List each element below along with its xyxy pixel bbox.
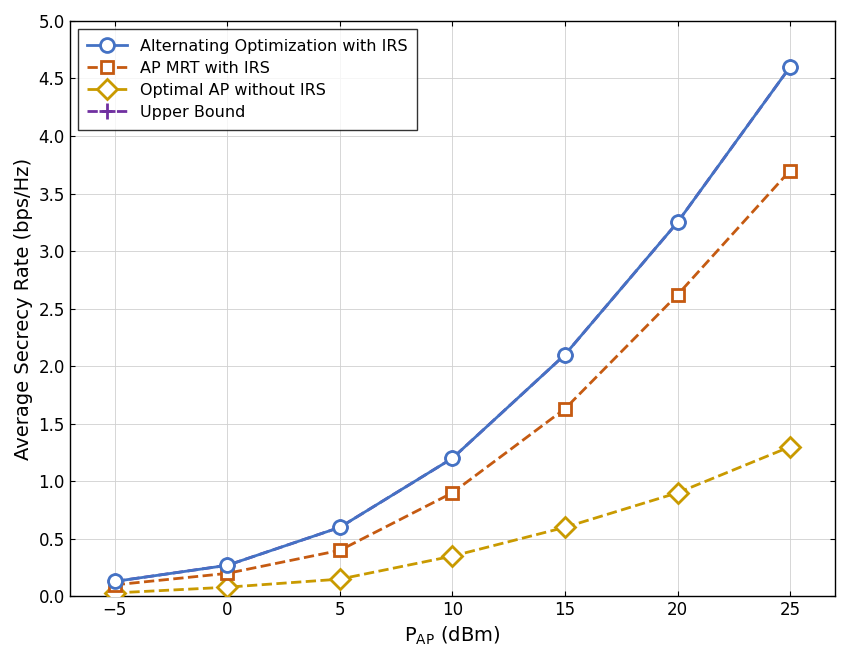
Optimal AP without IRS — [672, 489, 683, 497]
Upper Bound — [672, 218, 683, 226]
Optimal AP without IRS — [447, 552, 458, 560]
Alternating Optimization with IRS — [335, 524, 345, 531]
Alternating Optimization with IRS — [447, 454, 458, 462]
Optimal AP without IRS — [559, 524, 570, 531]
Legend: Alternating Optimization with IRS, AP MRT with IRS, Optimal AP without IRS, Uppe: Alternating Optimization with IRS, AP MR… — [77, 29, 417, 130]
Line: Upper Bound: Upper Bound — [106, 59, 798, 590]
Alternating Optimization with IRS — [672, 218, 683, 226]
Upper Bound — [222, 561, 233, 569]
Upper Bound — [559, 351, 570, 359]
Alternating Optimization with IRS — [222, 561, 233, 569]
AP MRT with IRS — [447, 489, 458, 497]
Optimal AP without IRS — [110, 589, 120, 597]
Line: AP MRT with IRS: AP MRT with IRS — [109, 165, 796, 591]
Line: Alternating Optimization with IRS: Alternating Optimization with IRS — [108, 60, 797, 588]
AP MRT with IRS — [222, 569, 233, 577]
Alternating Optimization with IRS — [110, 578, 120, 586]
Upper Bound — [447, 454, 458, 462]
AP MRT with IRS — [785, 167, 796, 175]
AP MRT with IRS — [672, 291, 683, 299]
AP MRT with IRS — [559, 405, 570, 412]
Upper Bound — [110, 578, 120, 586]
X-axis label: $\mathrm{P_{AP}}$ (dBm): $\mathrm{P_{AP}}$ (dBm) — [404, 625, 501, 647]
Upper Bound — [335, 524, 345, 531]
Optimal AP without IRS — [335, 575, 345, 583]
Alternating Optimization with IRS — [559, 351, 570, 359]
Y-axis label: Average Secrecy Rate (bps/Hz): Average Secrecy Rate (bps/Hz) — [14, 157, 33, 459]
Optimal AP without IRS — [785, 443, 796, 451]
AP MRT with IRS — [110, 581, 120, 589]
Optimal AP without IRS — [222, 583, 233, 591]
AP MRT with IRS — [335, 547, 345, 555]
Line: Optimal AP without IRS: Optimal AP without IRS — [108, 440, 797, 600]
Upper Bound — [785, 63, 796, 71]
Alternating Optimization with IRS — [785, 63, 796, 71]
